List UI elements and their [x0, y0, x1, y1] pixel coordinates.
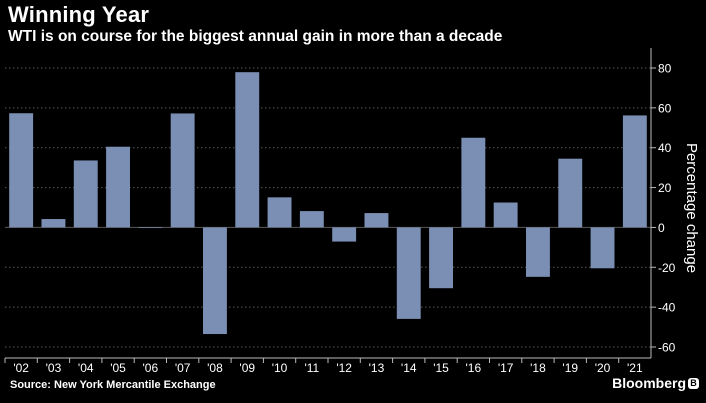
axes [5, 48, 652, 359]
x-tick-label: '05 [110, 361, 126, 375]
x-tick-label: '19 [562, 361, 578, 375]
bar-07 [170, 113, 195, 228]
x-tick-label: '21 [627, 361, 643, 375]
x-tick-label: '02 [13, 361, 29, 375]
x-tick-label: '10 [272, 361, 288, 375]
y-tick-label: -20 [658, 261, 676, 275]
x-tick-labels: '02 '03 '04 '05 '06 '07 '08 '09 '10 '11 '12 '13 '14 '… [4, 358, 643, 375]
bar-13 [364, 213, 389, 228]
bar-14 [396, 227, 421, 319]
source-note: Source: New York Mercantile Exchange [10, 379, 216, 391]
x-tick-label: '06 [143, 361, 159, 375]
bar-05 [106, 146, 131, 228]
brand-logo-mark-icon: B [688, 378, 699, 389]
bar-08 [202, 227, 227, 335]
x-tick-label: '17 [498, 361, 514, 375]
y-tick-label: 0 [658, 221, 665, 235]
bar-19 [558, 158, 583, 228]
x-tick-label: '20 [595, 361, 611, 375]
gridlines [5, 67, 651, 348]
bar-10 [267, 197, 292, 228]
chart-subtitle: WTI is on course for the biggest annual … [8, 28, 503, 45]
x-tick-label: '08 [207, 361, 223, 375]
bar-17 [493, 202, 518, 228]
x-tick-label: '12 [336, 361, 352, 375]
y-tick-label: -40 [658, 301, 676, 315]
bar-21 [622, 115, 647, 228]
x-tick-label: '03 [46, 361, 62, 375]
bar-12 [332, 227, 357, 242]
y-tick-label: 60 [658, 101, 672, 115]
x-tick-label: '18 [530, 361, 546, 375]
bar-06 [138, 227, 163, 229]
bar-09 [235, 72, 260, 228]
bars [9, 72, 647, 335]
bar-18 [525, 227, 550, 277]
x-tick-label: '07 [175, 361, 191, 375]
bar-04 [73, 160, 98, 228]
brand-logo: Bloomberg [612, 375, 686, 391]
y-tick-label: -60 [658, 341, 676, 355]
bar-11 [299, 211, 324, 228]
x-tick-label: '11 [304, 361, 319, 375]
x-tick-label: '15 [433, 361, 449, 375]
bar-20 [590, 227, 615, 269]
bar-03 [41, 219, 66, 228]
x-tick-label: '04 [78, 361, 94, 375]
x-tick-label: '09 [239, 361, 255, 375]
y-tick-label: 20 [658, 181, 672, 195]
bar-15 [429, 227, 454, 289]
y-axis-label: Percentage change [683, 143, 700, 273]
y-tick-label: 40 [658, 141, 672, 155]
y-tick-labels: -60 -40 -20 0 20 40 60 80 [651, 62, 676, 355]
x-tick-label: '16 [466, 361, 482, 375]
y-tick-label: 80 [658, 62, 672, 76]
bar-02 [9, 113, 34, 228]
x-tick-label: '14 [401, 361, 417, 375]
x-tick-label: '13 [369, 361, 385, 375]
chart-title: Winning Year [8, 2, 150, 27]
bar-16 [461, 137, 486, 228]
